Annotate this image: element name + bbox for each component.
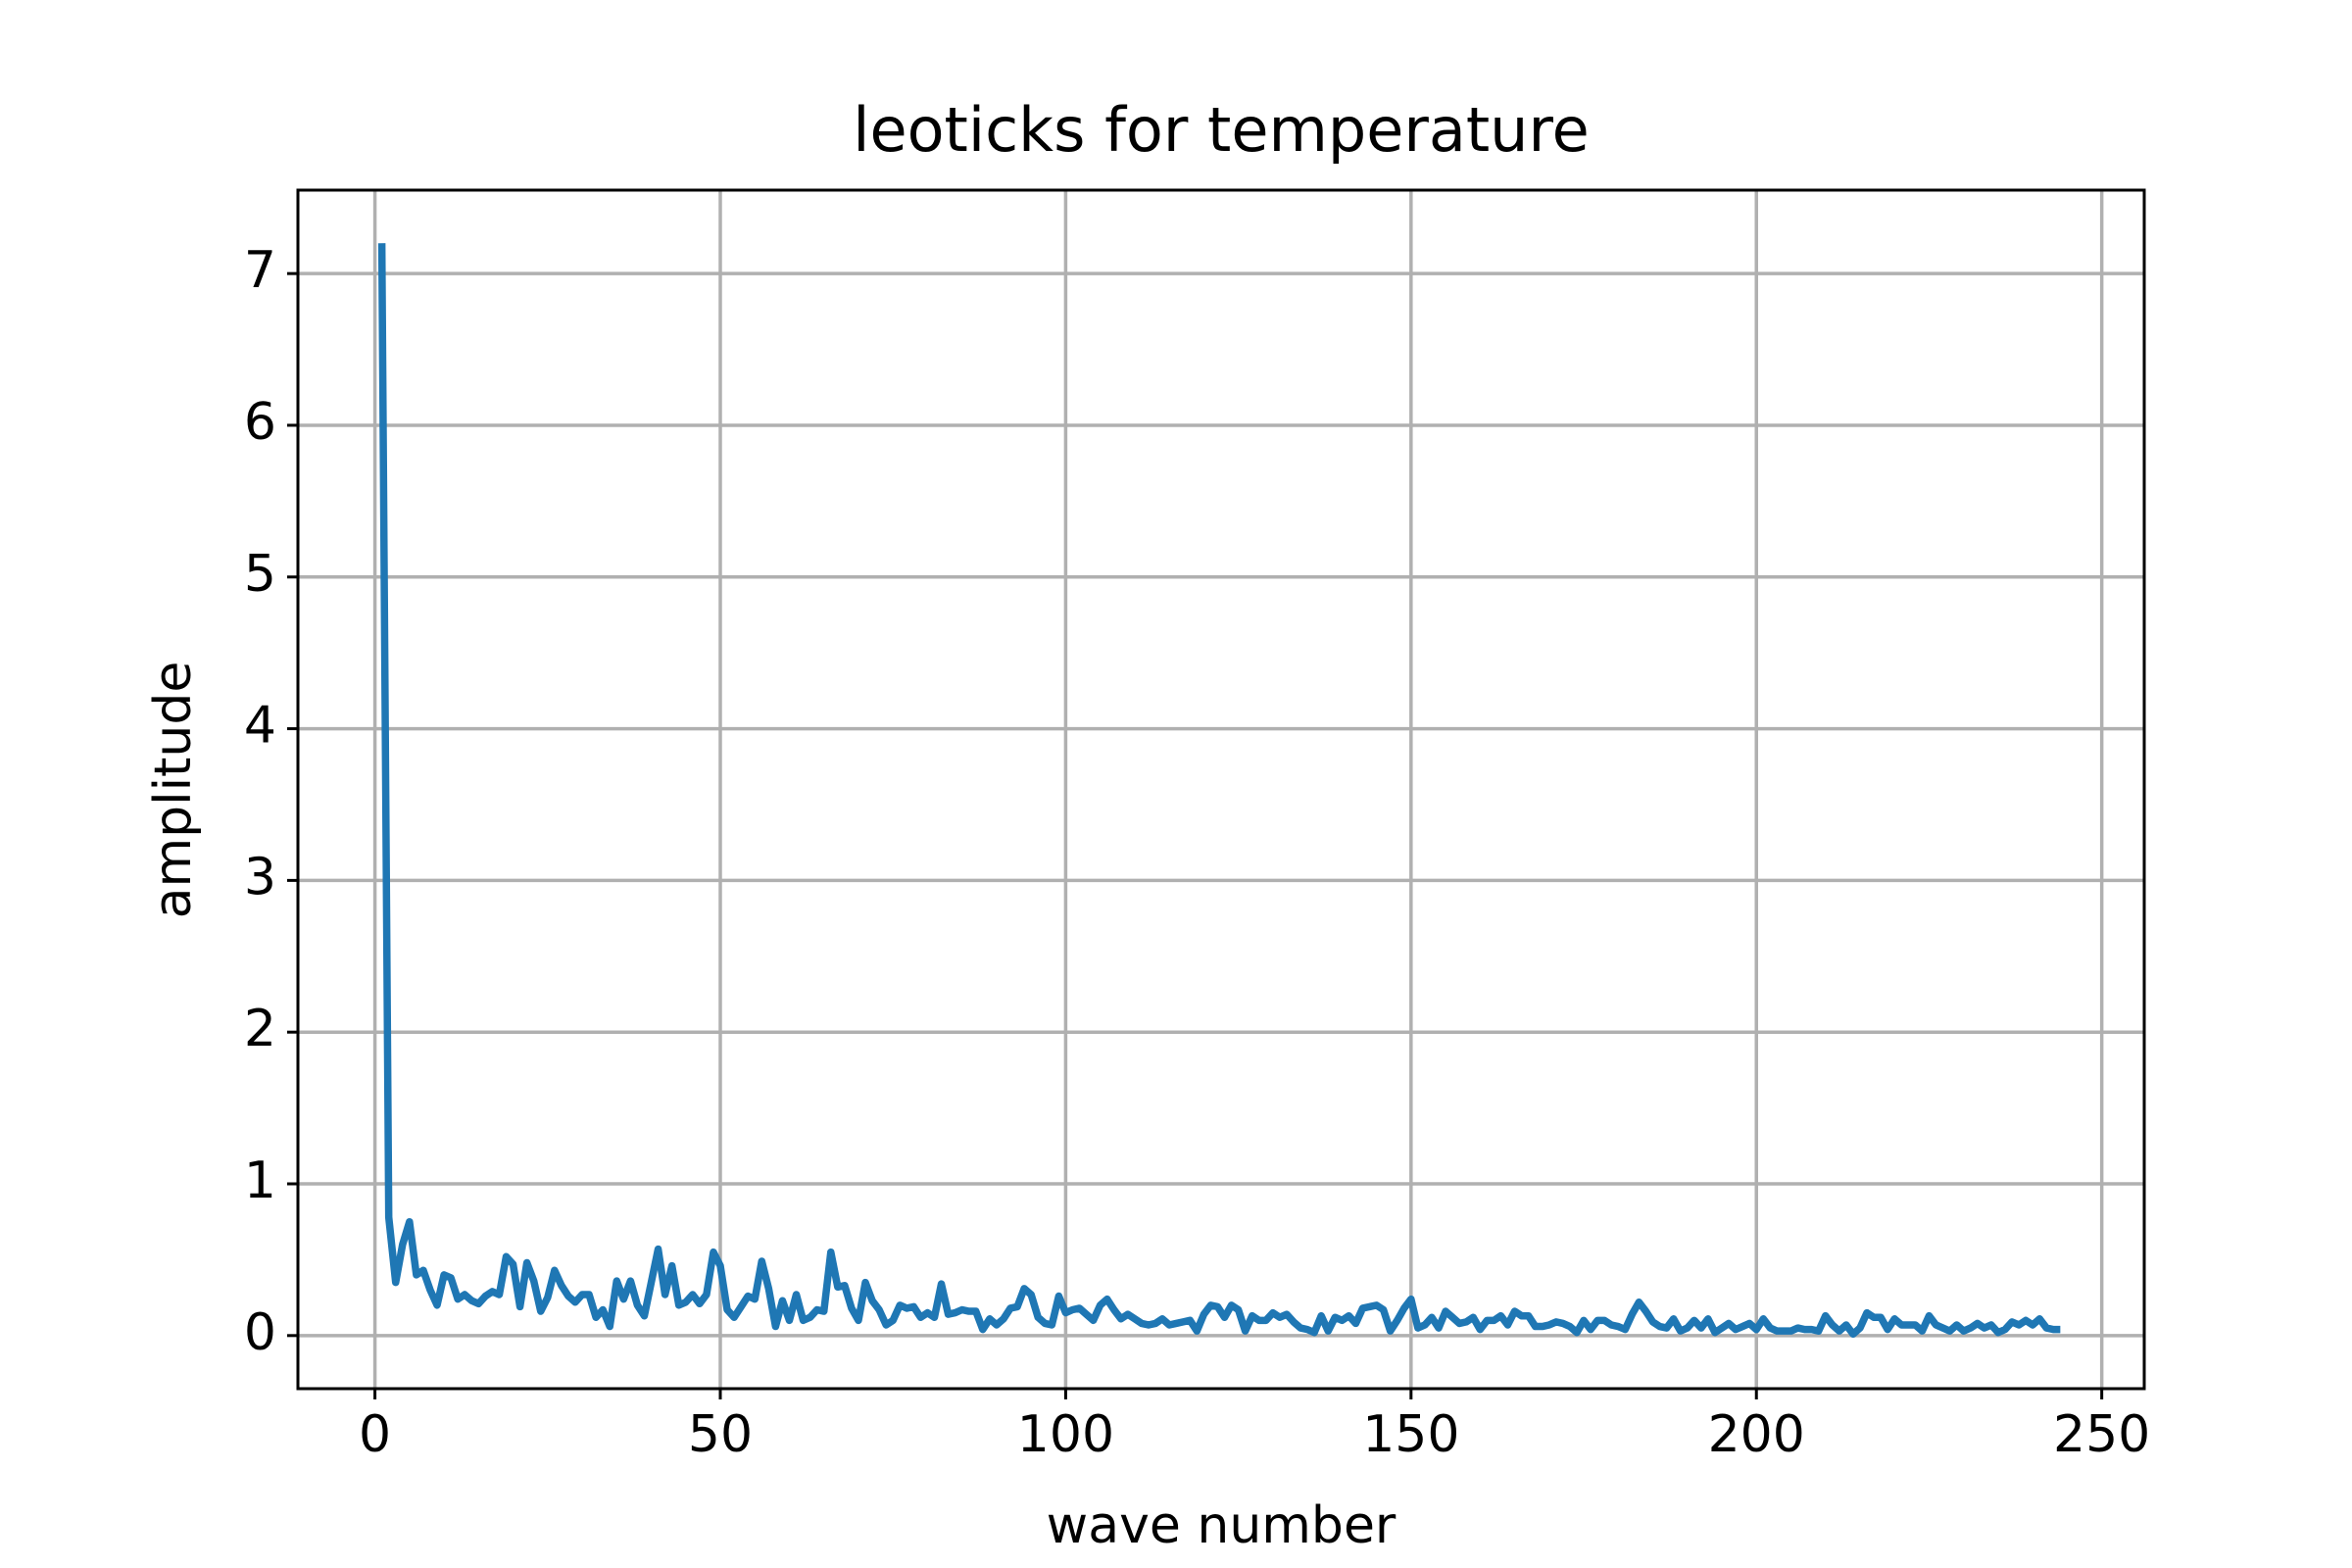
x-tick-label: 0 bbox=[359, 1405, 391, 1464]
x-tick-label: 200 bbox=[1708, 1405, 1805, 1464]
x-tick-label: 50 bbox=[688, 1405, 753, 1464]
x-tick-label: 150 bbox=[1362, 1405, 1459, 1464]
x-axis-label: wave number bbox=[1047, 1496, 1396, 1555]
plot-frame bbox=[296, 188, 2146, 1391]
y-tick-label: 0 bbox=[244, 1303, 276, 1362]
y-axis-label: amplitude bbox=[144, 662, 203, 919]
y-tick-label: 2 bbox=[244, 1000, 276, 1058]
data-line bbox=[377, 243, 2061, 1339]
y-tick-label: 3 bbox=[244, 848, 276, 906]
y-tick-label: 4 bbox=[244, 697, 276, 756]
y-tick-label: 5 bbox=[244, 545, 276, 604]
x-tick-label: 250 bbox=[2053, 1405, 2150, 1464]
x-tick-label: 100 bbox=[1017, 1405, 1114, 1464]
y-tick-label: 7 bbox=[244, 241, 276, 300]
y-tick-label: 6 bbox=[244, 393, 276, 452]
chart-title: leoticks for temperature bbox=[853, 94, 1590, 166]
y-tick-label: 1 bbox=[244, 1152, 276, 1210]
